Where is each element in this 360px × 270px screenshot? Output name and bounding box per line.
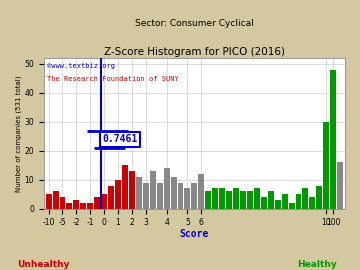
Bar: [136, 177, 142, 209]
Bar: [261, 197, 267, 209]
Bar: [108, 185, 114, 209]
Bar: [80, 203, 86, 209]
Bar: [212, 188, 218, 209]
Bar: [330, 70, 336, 209]
Bar: [296, 194, 301, 209]
Bar: [240, 191, 246, 209]
Bar: [143, 183, 149, 209]
Bar: [122, 165, 128, 209]
Bar: [94, 197, 100, 209]
Bar: [46, 194, 51, 209]
Text: ©www.textbiz.org: ©www.textbiz.org: [47, 63, 115, 69]
Bar: [316, 185, 322, 209]
Bar: [275, 200, 280, 209]
Text: 0.7461: 0.7461: [103, 134, 138, 144]
X-axis label: Score: Score: [180, 229, 209, 239]
Bar: [177, 183, 184, 209]
Bar: [164, 168, 170, 209]
Bar: [67, 203, 72, 209]
Bar: [289, 203, 294, 209]
Bar: [226, 191, 232, 209]
Bar: [219, 188, 225, 209]
Bar: [205, 191, 211, 209]
Bar: [254, 188, 260, 209]
Text: Healthy: Healthy: [297, 260, 337, 269]
Bar: [192, 183, 197, 209]
Bar: [323, 122, 329, 209]
Bar: [302, 188, 309, 209]
Bar: [282, 194, 288, 209]
Text: Sector: Consumer Cyclical: Sector: Consumer Cyclical: [135, 19, 254, 28]
Bar: [157, 183, 163, 209]
Bar: [129, 171, 135, 209]
Bar: [198, 174, 204, 209]
Bar: [268, 191, 274, 209]
Text: Unhealthy: Unhealthy: [17, 260, 69, 269]
Title: Z-Score Histogram for PICO (2016): Z-Score Histogram for PICO (2016): [104, 48, 285, 58]
Bar: [101, 194, 107, 209]
Y-axis label: Number of companies (531 total): Number of companies (531 total): [15, 75, 22, 192]
Bar: [150, 171, 156, 209]
Bar: [310, 197, 315, 209]
Bar: [115, 180, 121, 209]
Bar: [73, 200, 79, 209]
Bar: [87, 203, 93, 209]
Text: The Research Foundation of SUNY: The Research Foundation of SUNY: [47, 76, 179, 82]
Bar: [171, 177, 176, 209]
Bar: [247, 191, 253, 209]
Bar: [337, 162, 343, 209]
Bar: [59, 197, 66, 209]
Bar: [53, 191, 59, 209]
Bar: [184, 188, 190, 209]
Bar: [233, 188, 239, 209]
